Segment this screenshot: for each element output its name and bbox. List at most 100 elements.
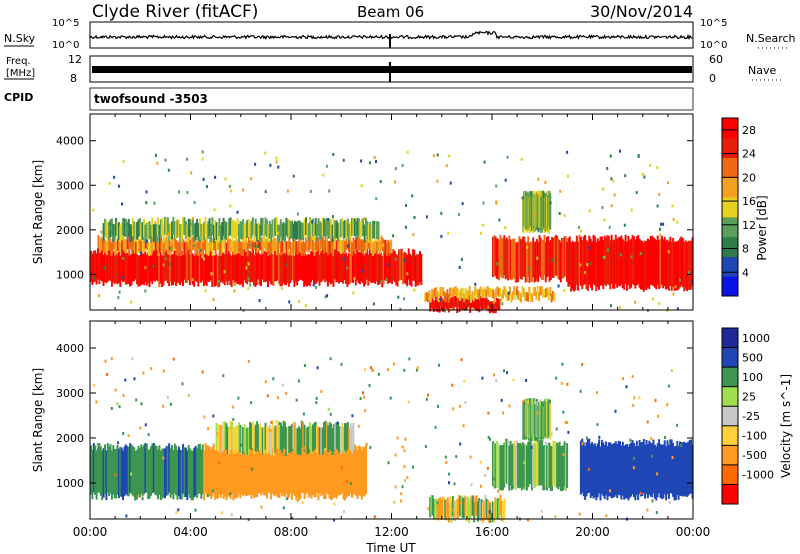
power-cell — [325, 249, 328, 281]
power-cell — [300, 248, 303, 280]
power-scatter-cell — [558, 212, 561, 215]
power-scatter-cell — [322, 173, 325, 177]
power-cell — [234, 251, 237, 283]
power-cell — [316, 237, 319, 252]
power-cell — [299, 248, 301, 280]
velocity-cell — [310, 426, 313, 454]
velocity-scatter-cell — [632, 456, 635, 460]
velocity-cell — [445, 500, 448, 521]
power-cell — [289, 242, 292, 256]
velocity-scatter-cell — [295, 398, 298, 402]
velocity-cell — [242, 427, 245, 454]
velocity-scatter-cell — [601, 490, 604, 494]
velocity-cell — [360, 450, 363, 500]
power-cell — [243, 223, 246, 242]
velocity-scatter-cell — [181, 382, 184, 386]
velocity-scatter-cell — [581, 442, 584, 446]
power-cell — [663, 237, 666, 287]
velocity-cell — [261, 427, 264, 455]
velocity-cell — [513, 440, 516, 486]
velocity-cell — [317, 426, 320, 454]
velocity-cell — [158, 445, 161, 495]
velocity-cell — [346, 445, 349, 496]
power-cell — [513, 286, 516, 296]
power-cell — [433, 300, 436, 312]
power-cell — [110, 218, 113, 237]
power-cell — [656, 235, 659, 285]
power-cell — [550, 293, 553, 303]
power-cell — [309, 235, 312, 249]
velocity-cell — [498, 445, 501, 491]
power-cell — [486, 299, 489, 311]
power-cell — [287, 241, 289, 255]
velocity-scatter-cell — [118, 405, 121, 409]
velocity-cell — [289, 425, 292, 453]
power-cell — [340, 250, 343, 283]
power-cell — [496, 298, 498, 310]
power-cell — [168, 239, 171, 253]
power-cell — [102, 223, 105, 241]
power-cell — [328, 220, 331, 239]
velocity-cell — [299, 449, 302, 499]
power-scatter-cell — [413, 288, 416, 292]
power-cell — [458, 300, 461, 312]
power-scatter-cell — [495, 201, 498, 205]
power-cell — [203, 236, 206, 250]
velocity-cell — [430, 495, 433, 516]
velocity-scatter-cell — [415, 368, 418, 372]
power-cell — [439, 287, 442, 296]
velocity-cell — [353, 444, 356, 494]
power-scatter-cell — [153, 201, 156, 205]
velocity-cell — [123, 446, 126, 496]
velocity-cell — [99, 446, 102, 496]
power-cell — [346, 236, 349, 250]
velocity-cell — [666, 440, 669, 495]
power-cell — [250, 250, 253, 283]
power-cell — [271, 239, 274, 253]
power-cell — [296, 254, 299, 286]
power-scatter-cell — [635, 191, 638, 195]
velocity-cell — [520, 445, 523, 491]
power-cell — [179, 253, 182, 286]
velocity-scatter-cell — [310, 479, 313, 483]
velocity-scatter-cell — [213, 474, 216, 478]
power-cell — [176, 242, 179, 257]
velocity-cell — [466, 497, 469, 518]
power-scatter-cell — [145, 190, 148, 194]
velocity-cell — [517, 442, 520, 488]
power-cell — [288, 235, 291, 249]
velocity-colorbar-tick-label-3: 25 — [742, 390, 756, 403]
velocity-cell — [120, 447, 123, 498]
power-cell — [318, 254, 321, 286]
velocity-cell — [660, 445, 663, 500]
power-scatter-cell — [247, 262, 250, 266]
power-cell — [145, 222, 148, 241]
power-cell — [388, 242, 391, 256]
power-cell — [532, 287, 535, 297]
velocity-cell — [102, 448, 105, 498]
power-cell — [482, 288, 485, 298]
power-cell — [122, 236, 125, 250]
power-cell — [574, 241, 577, 291]
power-cell — [243, 236, 246, 250]
power-cell — [553, 292, 556, 302]
power-cell — [391, 252, 393, 284]
power-cell — [508, 286, 511, 296]
power-scatter-cell — [228, 184, 231, 188]
velocity-scatter-cell — [329, 357, 332, 361]
velocity-scatter-cell — [639, 491, 642, 495]
power-cell — [471, 291, 474, 300]
velocity-cell — [485, 498, 488, 520]
power-cell — [182, 254, 184, 286]
power-ytick-label-0: 1000 — [56, 268, 84, 281]
power-cell — [479, 295, 482, 307]
velocity-cell — [268, 424, 271, 452]
velocity-cell — [499, 494, 502, 515]
power-scatter-cell — [544, 180, 547, 184]
power-cell — [239, 253, 242, 286]
velocity-cell — [197, 444, 200, 494]
power-scatter-cell — [671, 204, 674, 208]
power-cell — [527, 236, 530, 277]
power-cell — [438, 293, 441, 303]
date-label: 30/Nov/2014 — [590, 2, 693, 21]
